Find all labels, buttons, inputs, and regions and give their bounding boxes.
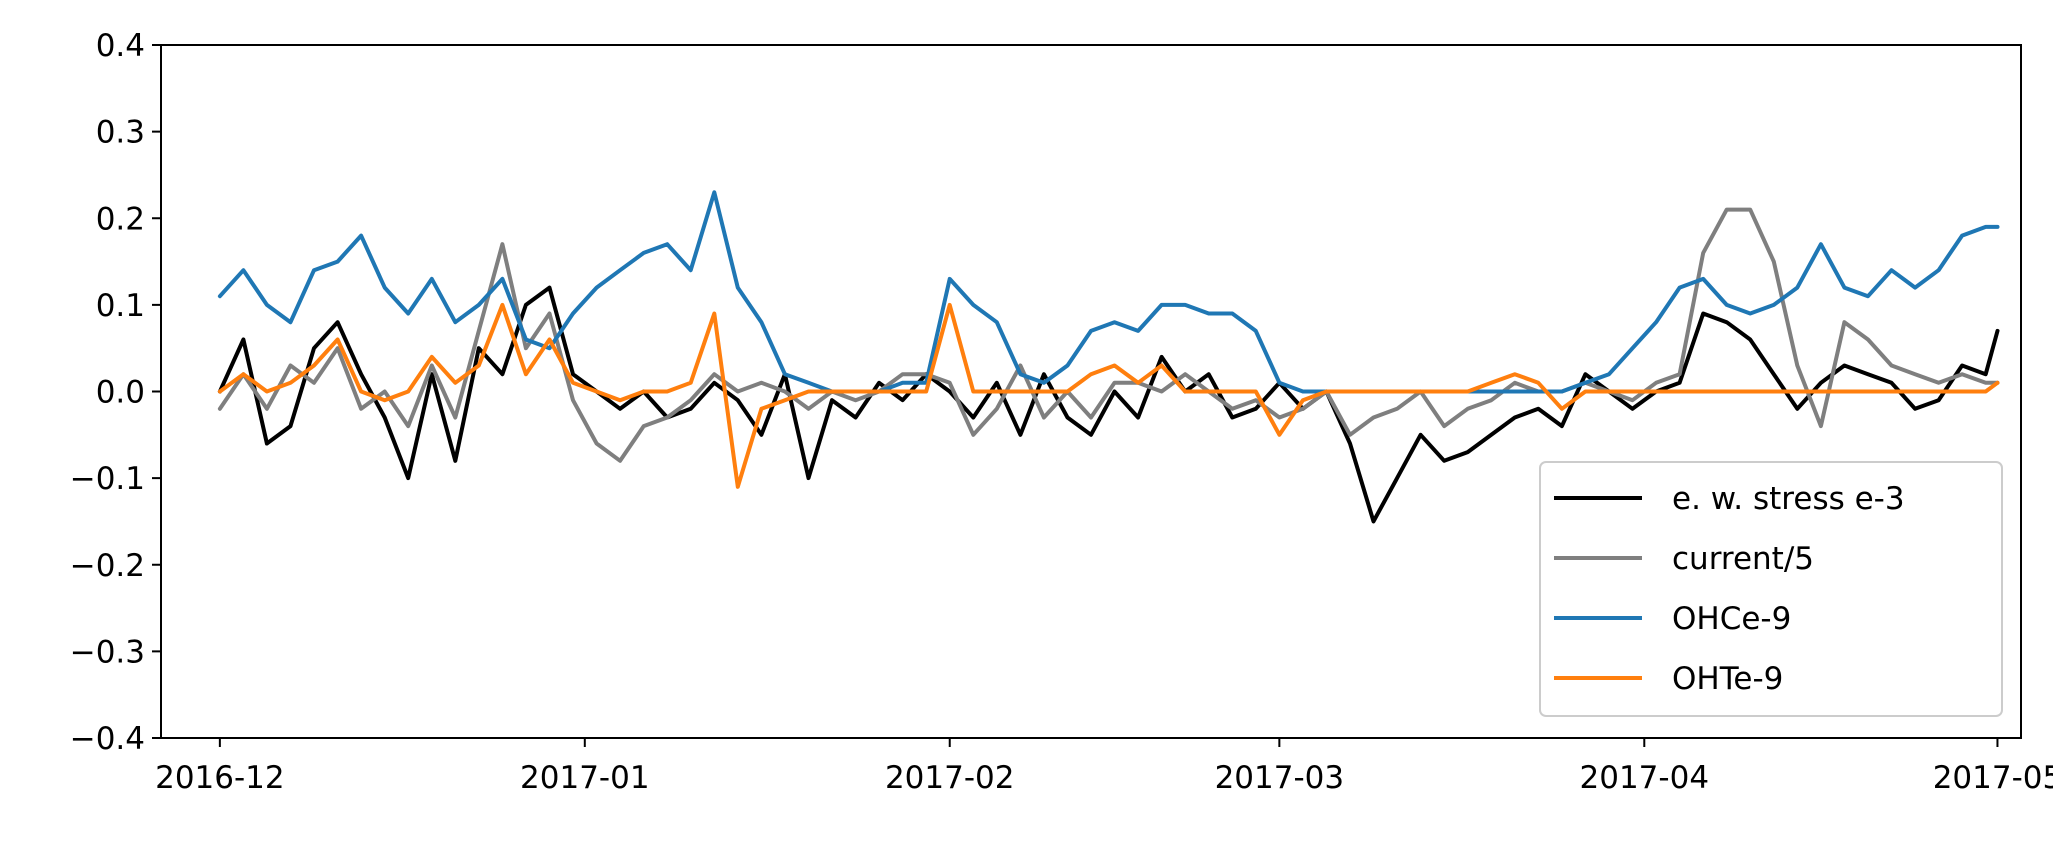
y-tick-label: 0.2: [96, 201, 145, 237]
y-tick-label: 0.1: [96, 288, 145, 324]
series-line-4: [217, 302, 2000, 489]
y-tick-label: −0.4: [70, 721, 145, 757]
x-tick-label: 2017-02: [885, 760, 1015, 796]
series-line-3: [217, 190, 2000, 394]
series-layer: [217, 190, 2000, 524]
legend-label-3: OHCe-9: [1672, 601, 1791, 637]
x-tick-label: 2017-01: [520, 760, 650, 796]
y-tick-label: −0.1: [70, 461, 145, 497]
legend-label-4: OHTe-9: [1672, 661, 1783, 697]
legend-label-1: e. w. stress e-3: [1672, 481, 1905, 517]
y-tick-label: 0.3: [96, 115, 145, 151]
x-tick-label: 2016-12: [155, 760, 285, 796]
legend: e. w. stress e-3 current/5 OHCe-9 OHTe-9: [1539, 461, 2003, 717]
legend-box: [1539, 461, 2003, 717]
y-tick-label: 0.4: [96, 28, 145, 64]
x-tick-label: 2017-04: [1580, 760, 1710, 796]
legend-label-2: current/5: [1672, 541, 1814, 577]
series-line-2: [217, 207, 2000, 463]
x-tick-label: 2017-03: [1215, 760, 1345, 796]
y-tick-label: −0.2: [70, 548, 145, 584]
axes-layer: 0.4 0.3 0.2 0.1 0.0 −0.1 −0.2 −0.3 −0.4 2016-12 20…: [70, 28, 2053, 796]
y-tick-label: 0.0: [96, 375, 145, 411]
series-line-1: [217, 285, 2000, 524]
x-tick-label: 2017-05: [1933, 760, 2053, 796]
y-tick-label: −0.3: [70, 634, 145, 670]
